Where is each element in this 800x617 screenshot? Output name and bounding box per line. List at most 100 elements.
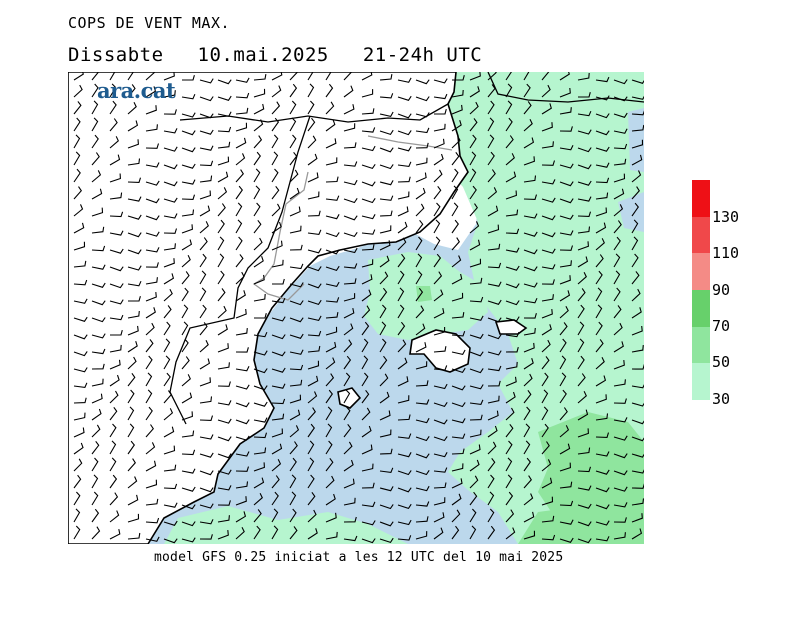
wind-barb [127, 249, 142, 255]
wind-barb [361, 72, 373, 81]
wind-barb [253, 256, 264, 268]
wind-barb [523, 389, 532, 404]
wind-barb [541, 160, 556, 166]
wind-barb [235, 466, 250, 472]
wind-barb [217, 515, 230, 523]
wind-barb [181, 521, 196, 527]
wind-barb [289, 169, 299, 183]
wind-barb [199, 175, 213, 183]
wind-barb [541, 356, 550, 370]
wind-barb [523, 175, 537, 183]
wind-barb [505, 474, 513, 489]
wind-barb [469, 185, 477, 200]
wind-barb [109, 173, 121, 183]
wind-barb [163, 355, 171, 370]
wind-barb [415, 380, 429, 387]
wind-barb [325, 512, 337, 523]
wind-barb [181, 537, 196, 543]
wind-barb [577, 180, 592, 186]
wind-barb [469, 101, 479, 115]
wind-barb [433, 467, 448, 473]
wind-barb [271, 428, 283, 438]
wind-barb [235, 202, 243, 217]
wind-barb [217, 253, 225, 268]
wind-barb [415, 501, 430, 507]
wind-barb [181, 504, 196, 510]
wind-barb [595, 451, 610, 457]
wind-barb [127, 476, 138, 489]
wind-barb [127, 214, 142, 220]
wind-barb [415, 361, 428, 370]
wind-barb [343, 441, 353, 455]
wind-barb [91, 424, 101, 438]
wind-barb [379, 287, 388, 302]
wind-barb [577, 241, 589, 251]
wind-barb [415, 79, 430, 85]
wind-barb [613, 470, 628, 476]
wind-barb [163, 72, 175, 81]
wind-barb [199, 253, 207, 268]
wind-barb [343, 389, 351, 404]
wind-barb [631, 236, 639, 251]
wind-barb [505, 228, 520, 235]
wind-barb [505, 527, 516, 540]
wind-barb [631, 364, 644, 370]
wind-barb [451, 273, 463, 285]
wind-barb [505, 331, 520, 338]
wind-barb [271, 491, 279, 506]
date-label: 10.mai.2025 [197, 44, 329, 66]
wind-barb [541, 279, 555, 285]
wind-barb [595, 432, 610, 438]
wind-barb [163, 109, 177, 115]
wind-barb [595, 339, 604, 353]
wind-barb [145, 424, 154, 438]
wind-barb [199, 396, 213, 404]
wind-barb [199, 190, 211, 200]
wind-barb [397, 519, 412, 526]
wind-barb [469, 134, 477, 149]
wind-barb [613, 143, 628, 150]
wind-barb [451, 151, 460, 166]
wind-barb [217, 203, 226, 217]
wind-barb [289, 151, 298, 166]
wind-barb [271, 72, 283, 81]
wind-barb [505, 117, 513, 132]
wind-barb [487, 169, 496, 183]
wind-barb [199, 96, 214, 102]
wind-barb [127, 423, 135, 438]
wind-barb [163, 426, 175, 438]
wind-barb [109, 510, 120, 523]
wind-barb [163, 164, 178, 170]
wind-barb [145, 460, 157, 472]
wind-barb [73, 84, 83, 98]
wind-barb [127, 158, 141, 166]
wind-barb [523, 440, 531, 455]
wind-barb [307, 474, 315, 489]
wind-barb [469, 414, 483, 421]
wind-barb [343, 231, 358, 238]
wind-barb [452, 75, 465, 81]
wind-barb [289, 225, 302, 234]
wind-barb [451, 237, 460, 251]
wind-barb [631, 483, 644, 489]
wind-barb [253, 88, 266, 98]
wind-barb [577, 288, 586, 302]
wind-barb [631, 110, 644, 116]
wind-barb [487, 457, 496, 472]
wind-barb [127, 458, 136, 472]
wind-barb [91, 134, 99, 149]
wind-barb [415, 157, 428, 166]
wind-barb [163, 520, 178, 526]
wind-barb [217, 111, 232, 117]
wind-barb [559, 230, 574, 236]
wind-barb [73, 222, 85, 234]
wind-barb [307, 345, 321, 353]
wind-barb [613, 502, 628, 508]
wind-barb [469, 239, 481, 251]
wind-barb [199, 377, 211, 387]
wind-barb [487, 262, 502, 269]
wind-barb [145, 498, 159, 506]
wind-barb [307, 299, 322, 306]
wind-barb [127, 406, 135, 421]
wind-barb [343, 123, 356, 132]
